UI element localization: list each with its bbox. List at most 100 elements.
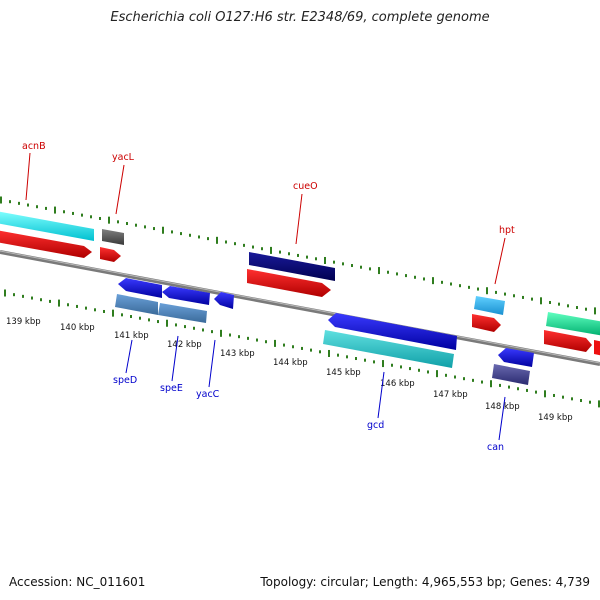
reverse-track-minor-tick — [337, 353, 339, 357]
can-outer-feature[interactable] — [492, 364, 530, 385]
yacl-leader-line — [115, 164, 125, 215]
gcd-gene-label[interactable]: gcd — [367, 420, 384, 431]
sped-outer-feature[interactable] — [115, 294, 158, 315]
reverse-track-minor-tick — [130, 315, 132, 319]
forward-track-minor-tick — [243, 243, 245, 247]
reverse-track-minor-tick — [211, 330, 213, 334]
forward-track-minor-tick — [225, 240, 227, 244]
forward-track-minor-tick — [288, 252, 290, 256]
yacc-gene-label[interactable]: yacC — [196, 389, 220, 400]
forward-track-minor-tick — [315, 257, 317, 261]
reverse-track-minor-tick — [148, 318, 150, 322]
reverse-track-minor-tick — [526, 388, 528, 392]
reverse-track-minor-tick — [121, 313, 123, 317]
forward-tick-track — [0, 196, 596, 315]
forward-track-minor-tick — [135, 223, 137, 227]
sped-cds-arrow[interactable] — [118, 278, 162, 298]
genome-backbone-highlight — [0, 250, 600, 364]
reverse-track-minor-tick — [139, 316, 141, 320]
forward-track-minor-tick — [513, 294, 515, 298]
reverse-track-minor-tick — [49, 299, 51, 303]
can-cds-arrow[interactable] — [498, 348, 534, 367]
forward-track-minor-tick — [351, 264, 353, 268]
acnb-cds-arrow[interactable] — [0, 230, 92, 258]
reverse-track-minor-tick — [499, 383, 501, 387]
forward-track-minor-tick — [342, 262, 344, 266]
can-leader-line — [498, 396, 506, 441]
forward-track-minor-tick — [234, 242, 236, 246]
yacl-cds-arrow[interactable] — [100, 247, 121, 262]
reverse-track-minor-tick — [346, 355, 348, 359]
sped-leader-line — [125, 339, 133, 374]
spee-leader-line — [171, 335, 179, 382]
forward-track-minor-tick — [360, 265, 362, 269]
forward-track-major-tick — [54, 206, 56, 214]
forward-track-minor-tick — [531, 297, 533, 301]
reverse-track-minor-tick — [535, 390, 537, 394]
spee-gene-label[interactable]: speE — [160, 383, 183, 394]
hpt-gene-label[interactable]: hpt — [499, 225, 515, 236]
gcd-cds-arrow[interactable] — [328, 313, 457, 350]
acnb-outer-feature[interactable] — [0, 211, 94, 241]
forward-track-minor-tick — [297, 253, 299, 257]
ruler-labels: 139 kbp 140 kbp 141 kbp 142 kbp 143 kbp 144 k… — [6, 317, 573, 423]
ruler-label: 143 kbp — [220, 349, 255, 359]
hpt-outer-feature[interactable] — [474, 296, 505, 315]
forward-track-minor-tick — [549, 300, 551, 304]
reverse-track-major-tick — [598, 400, 600, 408]
cueo-cds-arrow[interactable] — [247, 269, 331, 297]
cueo-gene-label[interactable]: cueO — [293, 181, 318, 192]
forward-track-minor-tick — [333, 260, 335, 264]
sped-gene-label[interactable]: speD — [113, 375, 137, 386]
reverse-track-minor-tick — [445, 373, 447, 377]
forward-track-minor-tick — [396, 272, 398, 276]
forward-track-minor-tick — [27, 203, 29, 207]
reverse-track-minor-tick — [310, 348, 312, 352]
forward-track-minor-tick — [171, 230, 173, 234]
forward-track-minor-tick — [450, 282, 452, 286]
forward-track-minor-tick — [567, 304, 569, 308]
gcd-outer-feature[interactable] — [323, 330, 454, 368]
topology-label: Topology: circular; Length: 4,965,553 bp… — [260, 575, 590, 589]
right-edge-outer-feature[interactable] — [546, 312, 600, 336]
reverse-track-minor-tick — [481, 380, 483, 384]
yacl-outer-feature[interactable] — [102, 229, 124, 245]
forward-track-minor-tick — [72, 211, 74, 215]
hpt-cds-arrow[interactable] — [472, 314, 501, 332]
ruler-label: 144 kbp — [273, 358, 308, 368]
forward-track-major-tick — [432, 277, 434, 285]
forward-track-minor-tick — [468, 285, 470, 289]
reverse-track-minor-tick — [355, 357, 357, 361]
reverse-track-minor-tick — [292, 345, 294, 349]
forward-track-major-tick — [162, 226, 164, 234]
forward-track-minor-tick — [405, 274, 407, 278]
forward-track-minor-tick — [495, 290, 497, 294]
can-gene-label[interactable]: can — [487, 442, 504, 453]
reverse-track-minor-tick — [580, 399, 582, 403]
acnb-leader-line — [25, 152, 31, 201]
spee-cds-arrow[interactable] — [162, 286, 210, 305]
reverse-track-major-tick — [382, 360, 384, 368]
reverse-track-minor-tick — [472, 378, 474, 382]
forward-track-minor-tick — [441, 280, 443, 284]
gene-labels: acnB yacL speD speE yacC cueO gcd hpt can — [22, 141, 515, 453]
forward-track-minor-tick — [414, 275, 416, 279]
forward-track-major-tick — [270, 246, 272, 254]
acnb-gene-label[interactable]: acnB — [22, 141, 46, 152]
yacc-leader-line — [208, 339, 216, 388]
yacc-cds-arrow[interactable] — [214, 292, 234, 309]
right-edge-cds-arrow-2[interactable] — [594, 340, 600, 356]
yacl-gene-label[interactable]: yacL — [112, 152, 135, 163]
reverse-features — [115, 278, 534, 385]
forward-track-minor-tick — [45, 206, 47, 210]
gcd-leader-line — [377, 371, 385, 419]
ruler-label: 148 kbp — [485, 402, 520, 412]
right-edge-cds-arrow[interactable] — [544, 330, 592, 352]
forward-track-major-tick — [594, 307, 596, 315]
reverse-track-minor-tick — [571, 397, 573, 401]
spee-outer-feature[interactable] — [158, 303, 207, 323]
reverse-track-minor-tick — [76, 304, 78, 308]
reverse-track-minor-tick — [418, 368, 420, 372]
reverse-track-minor-tick — [31, 296, 33, 300]
cueo-outer-feature[interactable] — [249, 252, 335, 281]
